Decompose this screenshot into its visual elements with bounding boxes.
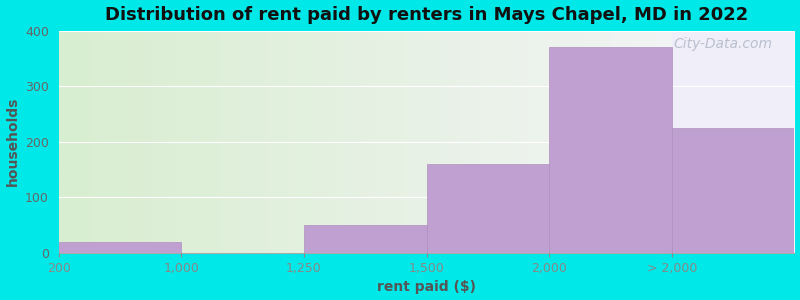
Bar bbox=[549, 47, 672, 253]
Title: Distribution of rent paid by renters in Mays Chapel, MD in 2022: Distribution of rent paid by renters in … bbox=[105, 6, 748, 24]
Bar bbox=[304, 225, 426, 253]
Y-axis label: households: households bbox=[6, 97, 19, 187]
Bar bbox=[672, 31, 794, 253]
Bar bbox=[426, 164, 549, 253]
Bar bbox=[672, 128, 794, 253]
X-axis label: rent paid ($): rent paid ($) bbox=[377, 280, 476, 294]
Bar bbox=[58, 242, 182, 253]
Text: City-Data.com: City-Data.com bbox=[674, 37, 772, 51]
